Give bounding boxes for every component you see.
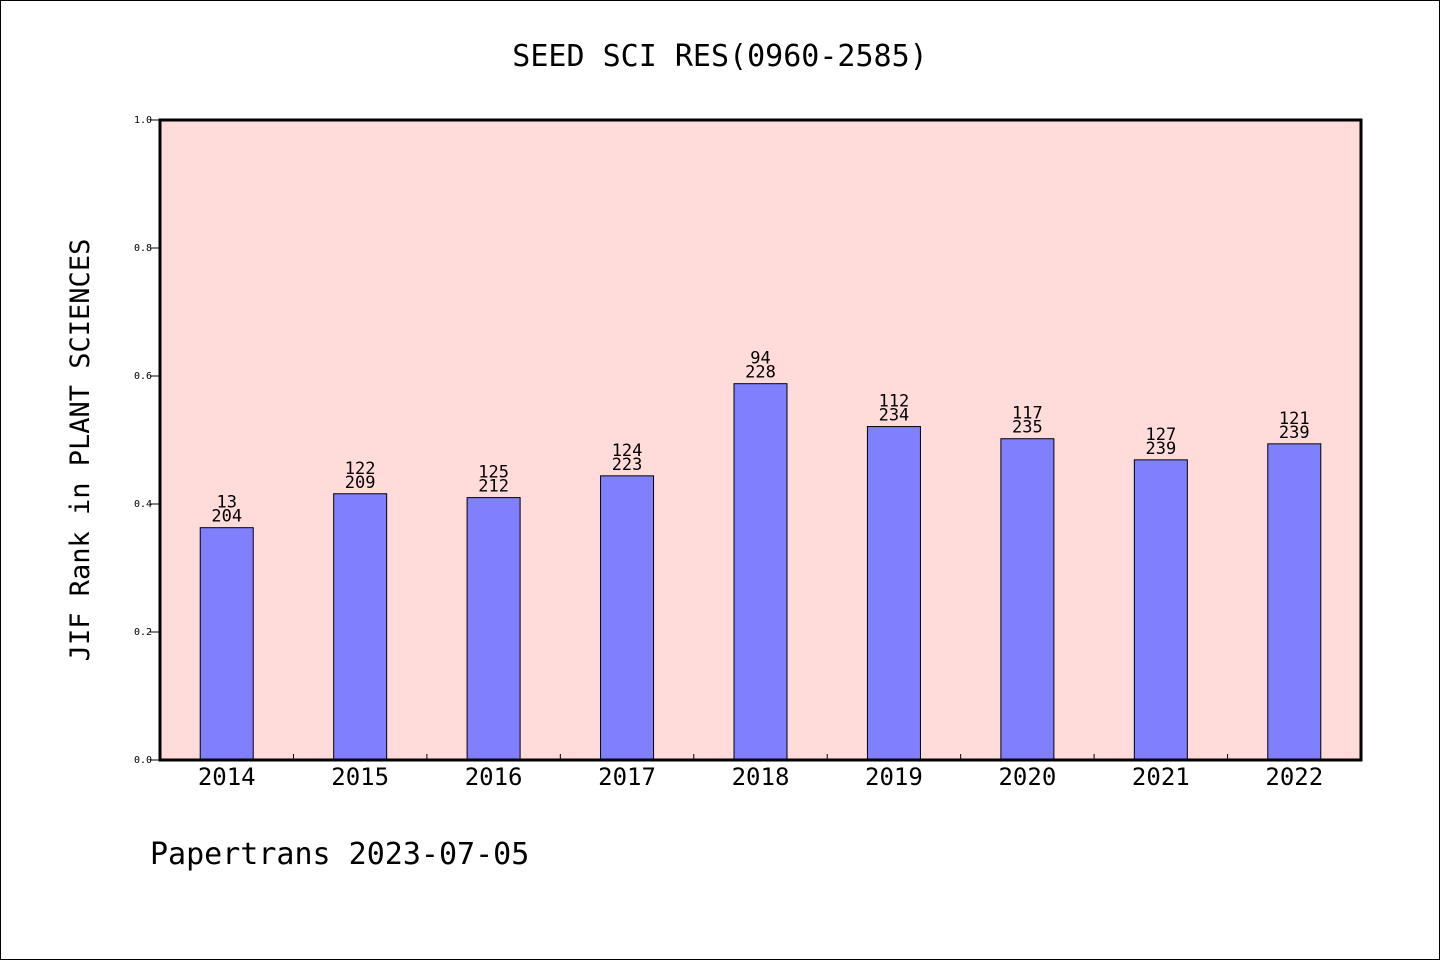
bar-total-label: 223 <box>612 455 643 475</box>
bar-rank-label: 121 <box>1279 409 1310 429</box>
x-tick-label: 2019 <box>865 763 923 791</box>
x-tick-label: 2017 <box>598 763 656 791</box>
bar-total-label: 239 <box>1279 423 1310 443</box>
bar-2020 <box>1000 438 1055 761</box>
bar-rank-label: 94 <box>750 349 770 369</box>
x-tick-label: 2014 <box>198 763 256 791</box>
bar-2022 <box>1267 443 1322 761</box>
plot-border <box>158 118 1363 762</box>
bar-total-label: 239 <box>1145 439 1176 459</box>
bar-2015 <box>333 493 388 761</box>
bar-total-label: 209 <box>345 473 376 493</box>
bar-2014 <box>199 527 254 761</box>
y-tick-label: 0.8 <box>134 243 152 254</box>
x-tick-label: 2021 <box>1132 763 1190 791</box>
y-tick-label: 0.0 <box>134 755 152 766</box>
bar-total-label: 234 <box>879 406 910 426</box>
chart-title: SEED SCI RES(0960-2585) <box>512 39 927 74</box>
bar-rank-label: 13 <box>216 493 236 513</box>
bar-2017 <box>600 475 655 761</box>
x-tick-label: 2020 <box>998 763 1056 791</box>
x-tick-label: 2022 <box>1265 763 1323 791</box>
bar-2018 <box>733 383 788 761</box>
bar-2016 <box>466 497 521 761</box>
y-tick-label: 1.0 <box>134 115 152 126</box>
bar-total-label: 228 <box>745 363 776 383</box>
x-tick-label: 2015 <box>331 763 389 791</box>
bar-rank-label: 127 <box>1145 425 1176 445</box>
bar-total-label: 204 <box>211 507 242 527</box>
bar-rank-label: 117 <box>1012 404 1043 424</box>
y-tick-label: 0.4 <box>134 499 152 510</box>
bar-total-label: 235 <box>1012 418 1043 438</box>
y-tick-label: 0.6 <box>134 371 152 382</box>
y-tick-label: 0.2 <box>134 627 152 638</box>
footer-credit: Papertrans 2023-07-05 <box>150 837 529 872</box>
bar-2021 <box>1133 459 1188 761</box>
x-tick-label: 2016 <box>465 763 523 791</box>
y-axis-label: JIF Rank in PLANT SCIENCES <box>65 239 96 662</box>
bar-rank-label: 125 <box>478 463 509 483</box>
bar-total-label: 212 <box>478 477 509 497</box>
bar-rank-label: 112 <box>879 392 910 412</box>
axis-ticks: 0.0 0.2 0.4 0.6 0.8 1.0 2014 2015 2016 2017 2018 20… <box>134 115 1323 791</box>
bar-rank-label: 124 <box>612 441 643 461</box>
bar-2019 <box>866 426 921 761</box>
x-tick-label: 2018 <box>732 763 790 791</box>
bar-rank-label: 122 <box>345 459 376 479</box>
